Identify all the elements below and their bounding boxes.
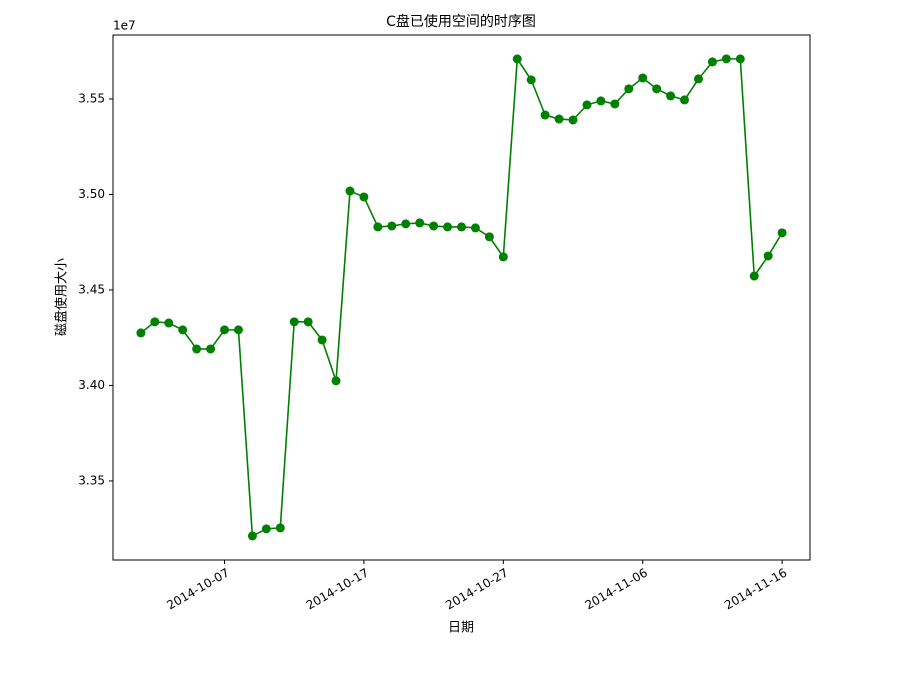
data-point <box>401 219 411 229</box>
data-point <box>150 317 160 327</box>
data-point <box>233 325 243 335</box>
data-point <box>261 524 271 534</box>
y-tick-label: 3.55 <box>78 91 105 105</box>
data-point <box>289 317 299 327</box>
y-tick-label: 3.50 <box>78 187 105 201</box>
data-point <box>707 57 717 67</box>
data-point <box>484 232 494 242</box>
data-point <box>387 221 397 231</box>
y-axis-label: 磁盘使用大小 <box>54 258 70 336</box>
data-point <box>206 344 216 354</box>
x-tick-label: 2014-10-17 <box>304 566 371 613</box>
data-point <box>415 218 425 228</box>
chart-title: C盘已使用空间的时序图 <box>386 13 536 30</box>
data-line <box>140 56 783 538</box>
y-tick-label: 3.45 <box>78 282 105 296</box>
data-point <box>345 186 355 196</box>
y-offset-label: 1e7 <box>113 19 136 33</box>
data-point <box>680 95 690 105</box>
data-point <box>457 222 466 232</box>
data-point <box>735 54 745 64</box>
x-axis-label: 日期 <box>448 621 474 636</box>
data-point <box>136 328 146 338</box>
data-point <box>498 252 508 262</box>
data-point <box>429 221 439 231</box>
data-point <box>192 344 202 354</box>
x-tick-label: 2014-10-07 <box>164 566 231 613</box>
plot-frame <box>112 34 811 561</box>
data-point <box>220 325 230 335</box>
data-point <box>359 192 369 202</box>
data-point <box>749 271 759 281</box>
data-point <box>470 223 480 233</box>
data-point <box>568 115 578 125</box>
data-point <box>512 54 522 64</box>
data-point <box>247 531 257 541</box>
data-point <box>554 114 564 124</box>
data-point <box>178 325 188 335</box>
data-point <box>693 74 703 84</box>
data-point <box>610 99 620 109</box>
data-point <box>666 91 676 101</box>
data-point <box>164 318 174 328</box>
y-tick-label: 3.35 <box>78 473 105 487</box>
x-tick-label: 2014-11-16 <box>722 566 789 613</box>
data-point <box>303 317 313 327</box>
data-point <box>763 251 773 261</box>
data-point <box>652 84 662 94</box>
x-tick-label: 2014-10-27 <box>443 566 510 613</box>
data-point <box>624 84 634 94</box>
data-point <box>777 228 787 238</box>
data-point <box>582 100 592 110</box>
data-point <box>443 222 453 232</box>
data-point <box>721 54 731 64</box>
data-point <box>275 523 285 533</box>
data-point <box>526 75 536 85</box>
x-tick-label: 2014-11-06 <box>583 566 650 613</box>
data-point <box>331 376 341 386</box>
data-point <box>540 110 550 120</box>
data-point <box>596 96 606 106</box>
data-point <box>373 222 383 232</box>
y-tick-label: 3.40 <box>78 378 105 392</box>
data-point <box>638 73 648 83</box>
data-point <box>317 335 327 345</box>
